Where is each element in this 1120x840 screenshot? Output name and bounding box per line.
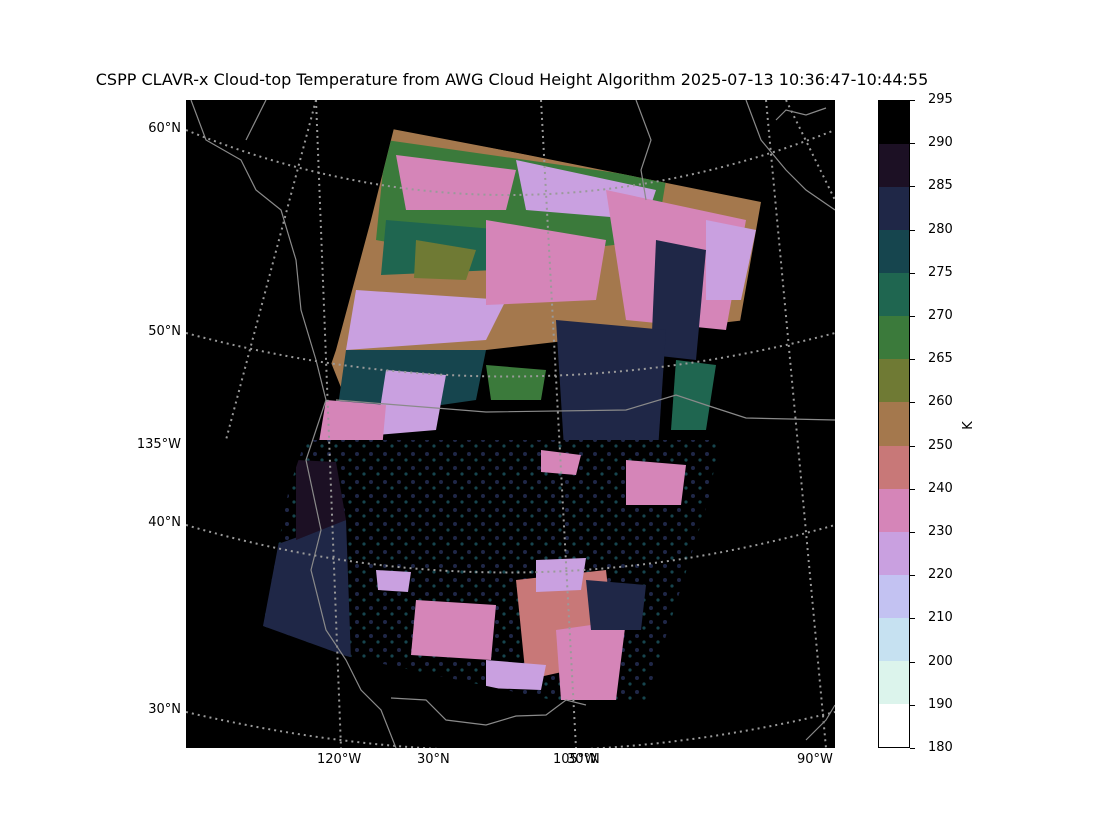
colorbar-tick-label: 290	[928, 135, 953, 151]
colorbar-bin	[879, 359, 909, 403]
colorbar-tick-label: 240	[928, 480, 953, 496]
colorbar-tick-label: 220	[928, 567, 953, 583]
lat-label-50n: 50°N	[148, 324, 181, 339]
colorbar-bin	[879, 660, 909, 705]
colorbar-tick	[910, 359, 915, 361]
lon-label-90w: 90°W	[797, 752, 833, 767]
colorbar-tick-label: 260	[928, 394, 953, 410]
colorbar-bin	[879, 617, 909, 662]
coastlines-and-borders	[190, 100, 835, 748]
colorbar-tick-label: 180	[928, 740, 953, 755]
colorbar-bin	[879, 531, 909, 576]
colorbar-bin	[879, 144, 909, 188]
colorbar-tick-label: 285	[928, 178, 953, 194]
colorbar-tick-label: 280	[928, 221, 953, 237]
lat-label-60n: 60°N	[148, 121, 181, 136]
colorbar-bin	[879, 101, 909, 145]
colorbar-unit-label: K	[960, 421, 976, 430]
lon-label-135w-left: 135°W	[136, 437, 181, 452]
colorbar-tick-label: 190	[928, 696, 953, 712]
colorbar-tick	[910, 186, 915, 188]
longitude-gridlines	[225, 100, 835, 748]
colorbar-tick	[910, 618, 915, 620]
colorbar-bin	[879, 703, 909, 748]
colorbar	[878, 100, 910, 748]
colorbar-tick-label: 265	[928, 351, 953, 367]
colorbar-bin	[879, 187, 909, 231]
colorbar-bin	[879, 402, 909, 447]
colorbar-tick-label: 230	[928, 524, 953, 539]
colorbar-bin	[879, 574, 909, 619]
colorbar-bin	[879, 230, 909, 274]
colorbar-bin	[879, 488, 909, 533]
colorbar-bin	[879, 445, 909, 490]
chart-title: CSPP CLAVR-x Cloud-top Temperature from …	[95, 70, 929, 89]
lon-label-120w: 120°W	[317, 752, 362, 767]
satellite-swath	[263, 128, 761, 704]
latitude-gridlines	[186, 129, 835, 748]
colorbar-tick-label: 275	[928, 264, 953, 280]
colorbar-tick	[910, 488, 915, 490]
lat-label-40n: 40°N	[148, 515, 181, 530]
map-plot-area	[186, 100, 835, 748]
colorbar-tick	[910, 748, 915, 749]
colorbar-tick	[910, 704, 915, 706]
colorbar-tick-label: 250	[928, 437, 953, 453]
lon-label-105w: 105°W	[553, 752, 598, 767]
colorbar-tick	[910, 661, 915, 663]
colorbar-tick-label: 295	[928, 92, 953, 107]
lat-label-30n: 30°N	[148, 702, 181, 717]
colorbar-tick	[910, 316, 915, 317]
colorbar-tick	[910, 229, 915, 231]
colorbar-tick-label: 210	[928, 610, 953, 626]
cloud-top-temperature-map	[186, 100, 835, 748]
colorbar-tick	[910, 143, 915, 145]
colorbar-tick	[910, 575, 915, 577]
colorbar-tick	[910, 445, 915, 447]
colorbar-tick	[910, 402, 915, 404]
lat-label-30n-bottom-overlap: 30°N	[567, 752, 600, 767]
colorbar-tick	[910, 100, 915, 101]
colorbar-tick-label: 200	[928, 653, 953, 669]
colorbar-bin	[879, 316, 909, 360]
colorbar-tick	[910, 532, 915, 533]
colorbar-bin	[879, 273, 909, 317]
colorbar-tick	[910, 272, 915, 274]
lat-label-30n-bottom: 30°N	[417, 752, 450, 767]
colorbar-tick-label: 270	[928, 308, 953, 323]
